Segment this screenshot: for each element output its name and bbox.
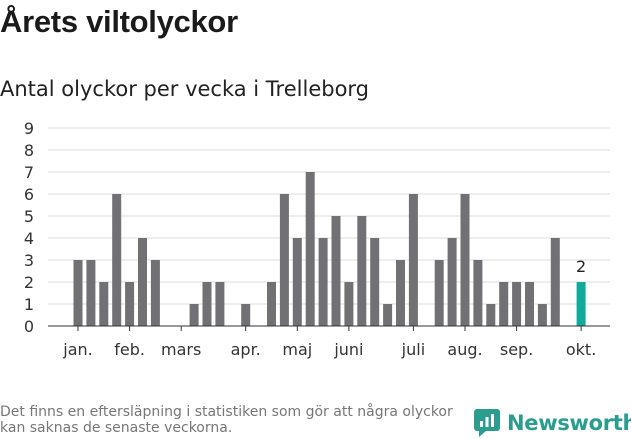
data-label-latest: 2 bbox=[576, 257, 586, 276]
annotations: 2 bbox=[576, 257, 586, 276]
y-tick-label: 6 bbox=[24, 185, 34, 204]
y-tick-label: 7 bbox=[24, 163, 34, 182]
bar bbox=[305, 172, 315, 326]
x-tick-label: sep. bbox=[500, 340, 533, 359]
bar bbox=[525, 282, 534, 326]
bar bbox=[73, 260, 83, 326]
x-tick-label: maj bbox=[282, 340, 312, 359]
bar bbox=[138, 238, 147, 326]
x-tick-label: feb. bbox=[114, 340, 145, 359]
bar bbox=[215, 282, 225, 326]
bar bbox=[112, 194, 122, 326]
bar bbox=[241, 304, 251, 326]
newsworthy-logo-icon bbox=[474, 409, 500, 437]
bars bbox=[73, 172, 586, 326]
x-tick-label: juni bbox=[333, 340, 363, 359]
bar bbox=[460, 194, 470, 326]
chart-title: Årets viltolyckor bbox=[0, 4, 238, 39]
x-tick-label: jan. bbox=[62, 340, 92, 359]
bar bbox=[396, 260, 405, 326]
bar bbox=[344, 282, 354, 326]
grid-lines bbox=[48, 127, 610, 305]
y-tick-label: 1 bbox=[24, 295, 34, 314]
bar bbox=[125, 282, 135, 326]
bar bbox=[150, 260, 160, 326]
brand[interactable]: Newsworthy bbox=[474, 408, 631, 438]
bar bbox=[473, 260, 483, 326]
bar bbox=[512, 282, 522, 326]
bar bbox=[292, 238, 302, 326]
x-tick-label: mars bbox=[161, 340, 201, 359]
bar bbox=[447, 238, 457, 326]
y-tick-label: 5 bbox=[24, 207, 34, 226]
bar bbox=[279, 194, 289, 326]
bar bbox=[357, 216, 367, 326]
bar bbox=[434, 260, 444, 326]
bar bbox=[408, 194, 418, 326]
bar bbox=[267, 282, 276, 326]
brand-name: Newsworthy bbox=[507, 411, 631, 435]
bar bbox=[318, 238, 328, 326]
bar bbox=[331, 216, 341, 326]
x-tick-label: okt. bbox=[566, 340, 596, 359]
bar bbox=[86, 260, 96, 326]
y-tick-label: 2 bbox=[24, 273, 34, 292]
y-tick-label: 8 bbox=[24, 141, 34, 160]
bar bbox=[537, 304, 547, 326]
bar bbox=[499, 282, 509, 326]
x-tick-label: juli bbox=[401, 340, 425, 359]
bar bbox=[550, 238, 560, 326]
x-tick-label: aug. bbox=[447, 340, 482, 359]
bar-chart: 0 1 2 3 4 5 6 7 8 9 jan. feb. mars apr. maj juni juli au… bbox=[24, 119, 610, 359]
x-axis: jan. feb. mars apr. maj juni juli aug. sep. okt. bbox=[48, 325, 610, 359]
footnote: Det finns en eftersläpning i statistiken… bbox=[0, 404, 453, 436]
y-tick-label: 9 bbox=[24, 119, 34, 138]
bar bbox=[99, 282, 109, 326]
x-tick-label: apr. bbox=[231, 340, 261, 359]
chart-subtitle: Antal olyckor per vecka i Trelleborg bbox=[0, 77, 370, 101]
bar-highlighted bbox=[576, 282, 586, 326]
bar bbox=[202, 282, 212, 326]
y-axis-labels: 0 1 2 3 4 5 6 7 8 9 bbox=[24, 119, 34, 336]
y-tick-label: 3 bbox=[24, 251, 34, 270]
bar bbox=[189, 304, 199, 326]
y-tick-label: 4 bbox=[24, 229, 34, 248]
y-tick-label: 0 bbox=[24, 317, 34, 336]
bar bbox=[370, 238, 380, 326]
bar bbox=[383, 304, 393, 326]
bar bbox=[486, 304, 496, 326]
